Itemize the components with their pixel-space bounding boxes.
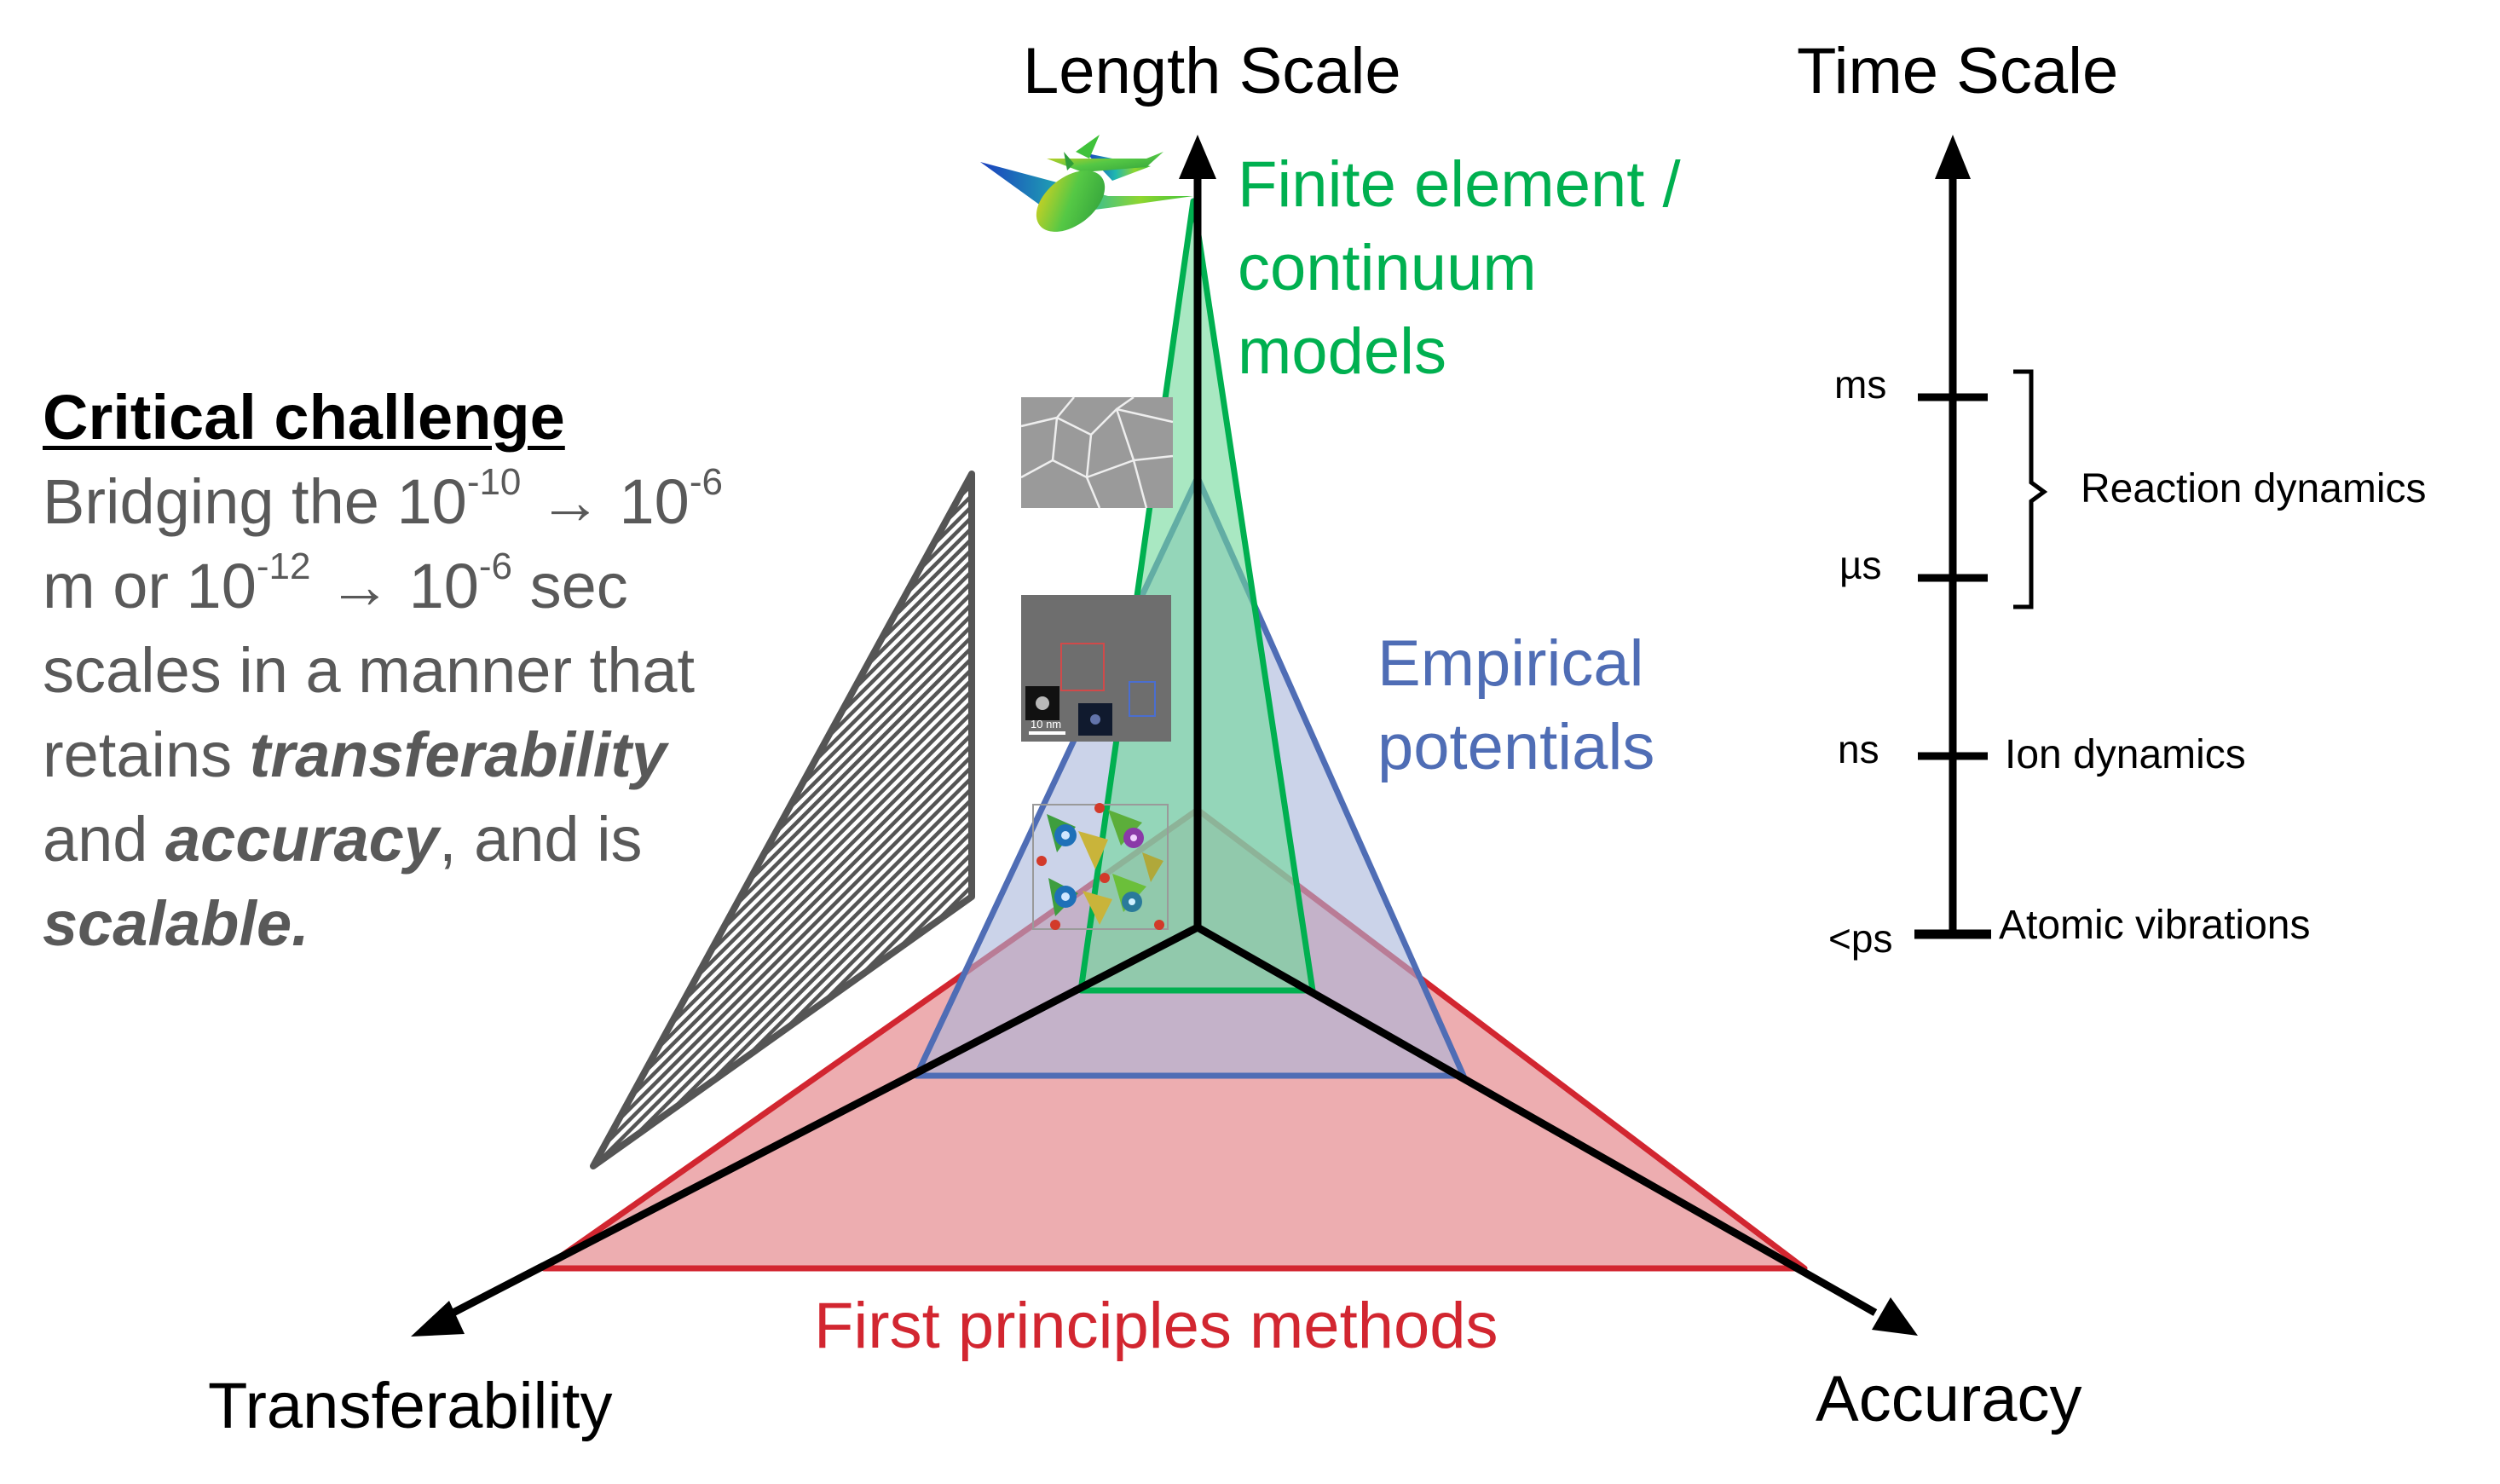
finite-element-line-1: Finite element / bbox=[1238, 148, 1681, 221]
accuracy-axis bbox=[1195, 924, 1878, 1316]
tick-label-ns: ns bbox=[1838, 727, 1879, 771]
challenge-line-4: retains transferability bbox=[43, 719, 667, 790]
empirical-line-2: potentials bbox=[1377, 711, 1655, 783]
tick-label-us: µs bbox=[1839, 543, 1882, 587]
accuracy-axis-arrowhead bbox=[1872, 1297, 1918, 1336]
empirical-line-1: Empirical bbox=[1377, 627, 1644, 700]
airplane-image bbox=[980, 135, 1193, 232]
finite-element-label: Finite element / continuum models bbox=[1238, 143, 1681, 394]
finite-element-line-2: continuum bbox=[1238, 232, 1537, 304]
micrograph-tem-image: 10 nm bbox=[1021, 595, 1171, 742]
hatched-plane bbox=[590, 471, 975, 1169]
micrograph-grains-image bbox=[1020, 396, 1174, 509]
keyword-scalable: scalable. bbox=[43, 888, 309, 959]
reaction-bracket bbox=[2013, 369, 2048, 609]
time-scale-label: Time Scale bbox=[1797, 35, 2119, 107]
keyword-accuracy: accuracy bbox=[165, 804, 439, 875]
challenge-line-2: m or 10-12 → 10-6 sec bbox=[43, 546, 628, 622]
challenge-line-6: scalable. bbox=[43, 881, 861, 966]
length-scale-label: Length Scale bbox=[1023, 35, 1401, 107]
challenge-line-1: Bridging the 10-10 → 10-6 bbox=[43, 461, 723, 538]
challenge-heading: Critical challenge bbox=[43, 382, 565, 453]
ion-dynamics-label: Ion dynamics bbox=[2005, 732, 2246, 777]
first-principles-label: First principles methods bbox=[814, 1290, 1498, 1362]
transferability-label: Transferability bbox=[208, 1370, 613, 1442]
keyword-transferability: transferability bbox=[249, 719, 667, 790]
tick-label-ps: <ps bbox=[1828, 916, 1893, 961]
length-axis-arrowhead bbox=[1179, 135, 1216, 179]
critical-challenge-text: Critical challenge Bridging the 10-10 → … bbox=[43, 375, 861, 966]
empirical-potentials-label: Empirical potentials bbox=[1377, 622, 1654, 789]
challenge-line-3: scales in a manner that bbox=[43, 635, 696, 706]
time-axis-arrowhead bbox=[1935, 135, 1971, 179]
tick-label-ms: ms bbox=[1834, 362, 1887, 407]
finite-element-line-3: models bbox=[1238, 315, 1446, 388]
crystal-structure-image bbox=[1032, 803, 1169, 930]
challenge-line-5: and accuracy, and is bbox=[43, 804, 643, 875]
reaction-dynamics-label: Reaction dynamics bbox=[2081, 466, 2427, 511]
transferability-axis-arrowhead bbox=[411, 1301, 465, 1337]
transferability-axis bbox=[442, 924, 1200, 1320]
accuracy-label: Accuracy bbox=[1816, 1363, 2082, 1435]
scale-bar-label: 10 nm bbox=[1031, 718, 1061, 730]
atomic-vibrations-label: Atomic vibrations bbox=[1999, 903, 2311, 948]
